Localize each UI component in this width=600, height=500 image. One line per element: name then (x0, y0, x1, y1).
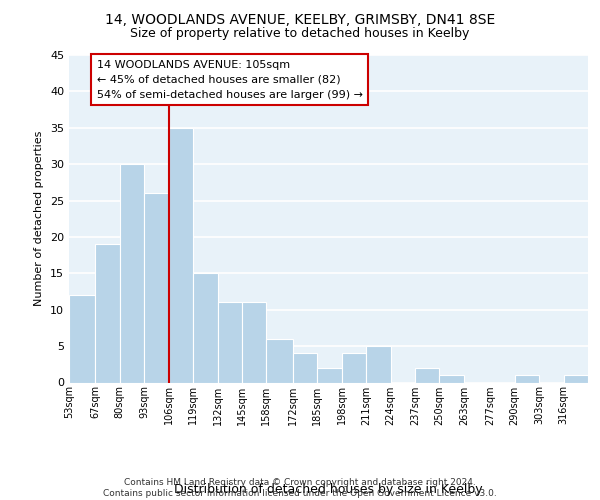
Bar (193, 274, 218, 382)
Text: Size of property relative to detached houses in Keelby: Size of property relative to detached ho… (130, 28, 470, 40)
Bar (317, 368, 341, 382)
Bar (293, 354, 317, 382)
Bar (95, 244, 120, 382)
Bar (242, 302, 266, 382)
Bar (169, 128, 193, 382)
Bar (563, 375, 588, 382)
Bar (439, 375, 464, 382)
Bar (366, 346, 391, 383)
Bar (266, 339, 293, 382)
Bar (144, 194, 169, 382)
Y-axis label: Number of detached properties: Number of detached properties (34, 131, 44, 306)
Text: 14, WOODLANDS AVENUE, KEELBY, GRIMSBY, DN41 8SE: 14, WOODLANDS AVENUE, KEELBY, GRIMSBY, D… (105, 12, 495, 26)
Text: Contains HM Land Registry data © Crown copyright and database right 2024.
Contai: Contains HM Land Registry data © Crown c… (103, 478, 497, 498)
Bar (341, 354, 366, 382)
Bar (515, 375, 539, 382)
Bar (218, 302, 242, 382)
Bar (415, 368, 439, 382)
Text: 14 WOODLANDS AVENUE: 105sqm
← 45% of detached houses are smaller (82)
54% of sem: 14 WOODLANDS AVENUE: 105sqm ← 45% of det… (97, 60, 363, 100)
Bar (69, 295, 95, 382)
X-axis label: Distribution of detached houses by size in Keelby: Distribution of detached houses by size … (174, 483, 483, 496)
Bar (120, 164, 144, 382)
